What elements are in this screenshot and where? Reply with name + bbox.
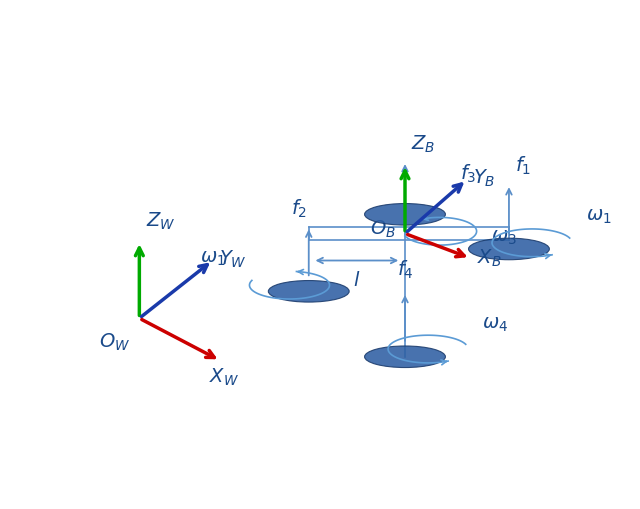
Text: $O_W$: $O_W$ — [99, 332, 130, 353]
Text: $\omega_3$: $\omega_3$ — [492, 228, 517, 247]
Text: $\omega_1$: $\omega_1$ — [586, 207, 612, 226]
Text: $f_1$: $f_1$ — [515, 155, 531, 177]
Text: $\omega_4$: $\omega_4$ — [482, 315, 508, 334]
Text: $Y_B$: $Y_B$ — [473, 167, 495, 189]
Ellipse shape — [268, 280, 349, 302]
Text: $f_4$: $f_4$ — [397, 259, 413, 281]
Ellipse shape — [365, 346, 445, 367]
Text: $X_W$: $X_W$ — [209, 367, 239, 388]
Text: $Z_W$: $Z_W$ — [145, 211, 175, 232]
Text: $O_B$: $O_B$ — [370, 219, 396, 240]
Text: $l$: $l$ — [353, 271, 360, 290]
Text: $\omega_1$: $\omega_1$ — [200, 249, 225, 268]
Ellipse shape — [468, 238, 549, 260]
Text: $f_3$: $f_3$ — [460, 163, 477, 185]
Text: $X_B$: $X_B$ — [477, 247, 501, 269]
Text: $Z_B$: $Z_B$ — [411, 134, 435, 155]
Text: $f_2$: $f_2$ — [291, 197, 308, 220]
Text: $Y_W$: $Y_W$ — [219, 248, 246, 270]
Ellipse shape — [365, 204, 445, 225]
